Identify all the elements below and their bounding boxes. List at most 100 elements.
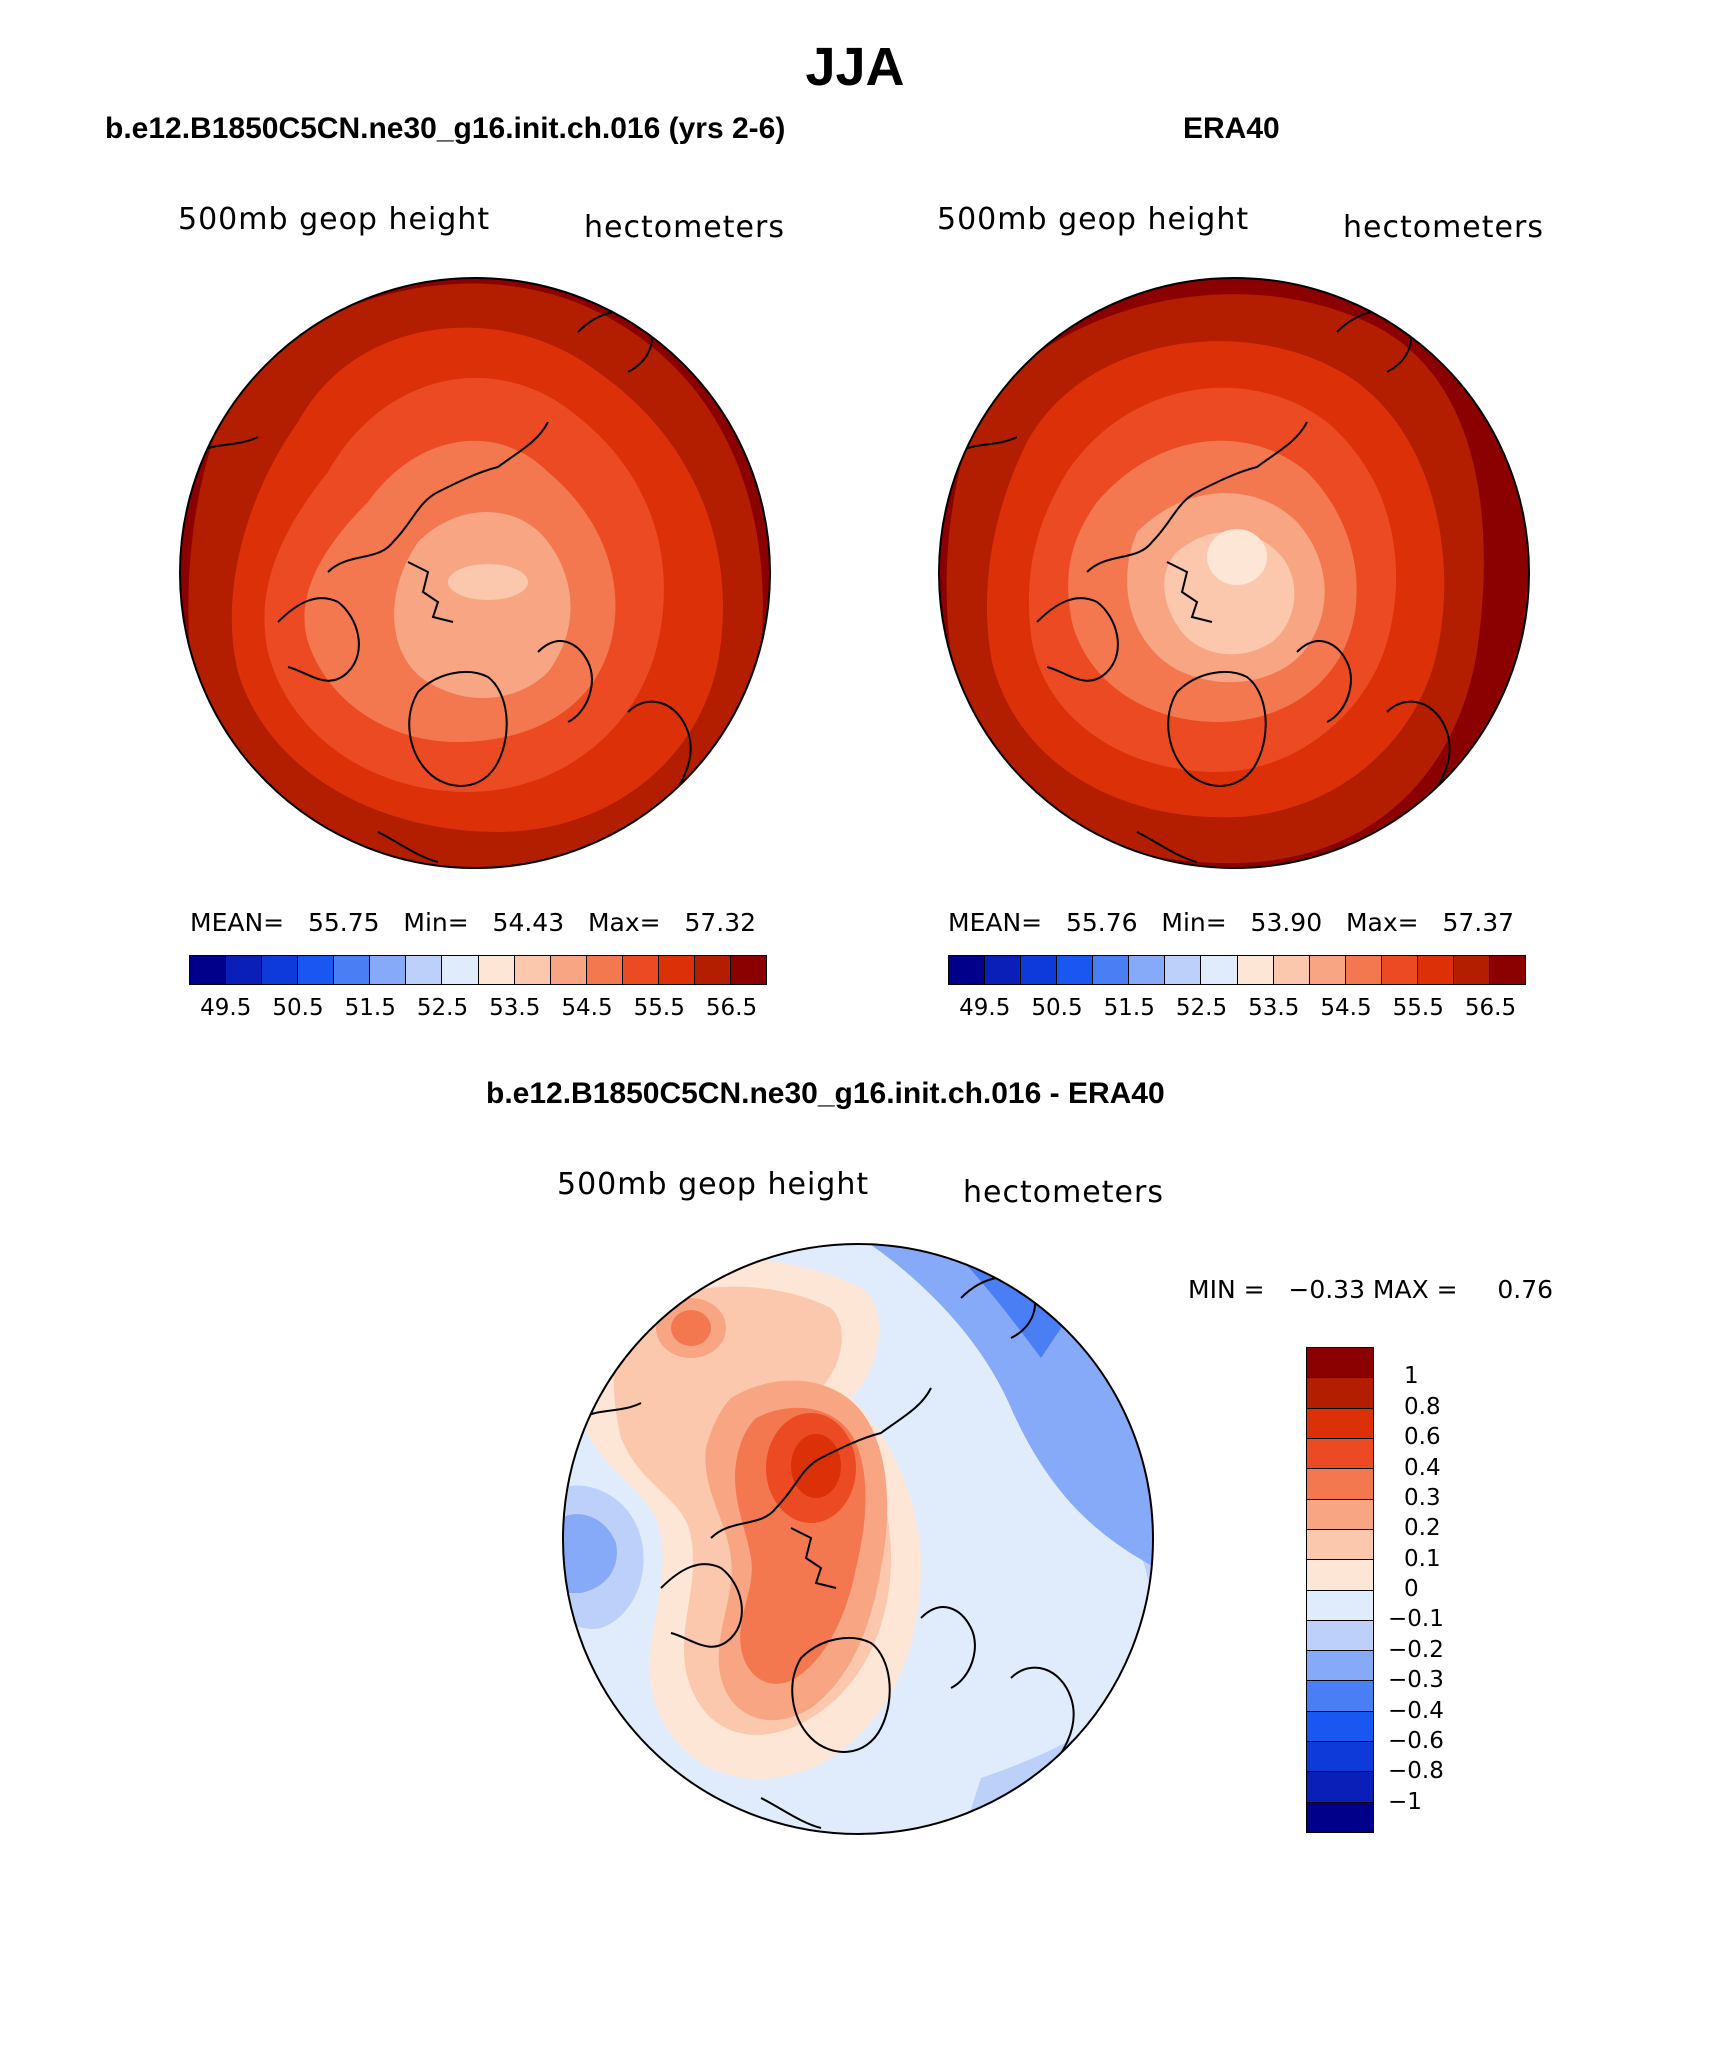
- colorbar-swatch: [1093, 956, 1130, 984]
- colorbar-swatch: [1307, 1681, 1373, 1712]
- colorbar-tick-label: −0.2: [1388, 1636, 1444, 1663]
- colorbar-swatch: [1307, 1711, 1373, 1743]
- colorbar-swatch: [478, 956, 515, 984]
- panel-2-stats: MEAN= 55.76 Min= 53.90 Max= 57.37: [948, 908, 1514, 937]
- colorbar-swatch: [1307, 1802, 1373, 1832]
- colorbar-tick-label: −0.3: [1388, 1667, 1444, 1694]
- panel-1-variable-label: 500mb geop height: [178, 202, 491, 237]
- panel-1-polar-map: [179, 277, 771, 869]
- colorbar-swatch: [1307, 1742, 1373, 1773]
- colorbar-swatch: [985, 956, 1022, 984]
- panel-2-max-label: Max=: [1345, 908, 1419, 937]
- colorbar-tick-label: 0.8: [1404, 1393, 1441, 1420]
- colorbar-swatch: [586, 956, 623, 984]
- panel-2-variable-label: 500mb geop height: [937, 202, 1250, 237]
- colorbar-tick-label: 0.1: [1404, 1545, 1441, 1572]
- colorbar-swatch: [1307, 1529, 1373, 1561]
- colorbar-swatch: [1129, 956, 1166, 984]
- colorbar-tick-label: 54.5: [1320, 995, 1372, 1021]
- figure-title: JJA: [805, 37, 905, 97]
- colorbar-tick-label: 52.5: [416, 995, 469, 1021]
- colorbar-swatch: [1453, 956, 1490, 984]
- diff-panel-variable-label: 500mb geop height: [557, 1167, 870, 1202]
- diff-colorbar: [1306, 1347, 1374, 1833]
- colorbar-tick-label: 49.5: [200, 995, 252, 1021]
- colorbar-swatch: [226, 956, 263, 984]
- panel-2-max-value: 57.37: [1442, 908, 1515, 937]
- panel-1-units-label: hectometers: [584, 210, 785, 245]
- diff-panel-title: b.e12.B1850C5CN.ne30_g16.init.ch.016 - E…: [486, 1077, 1165, 1110]
- colorbar-tick-label: −1: [1388, 1788, 1422, 1815]
- colorbar-swatch: [1307, 1620, 1373, 1652]
- colorbar-tick-label: 56.5: [1464, 995, 1517, 1021]
- colorbar-swatch: [298, 956, 335, 984]
- colorbar-tick-label: 0.6: [1404, 1424, 1441, 1451]
- colorbar-tick-label: 51.5: [344, 995, 396, 1021]
- colorbar-swatch: [949, 956, 986, 984]
- panel-1-mean-label: MEAN=: [190, 908, 285, 937]
- diff-colorbar-ticks: 1 0.8 0.6 0.4 0.3 0.2 0.1 0 −0.1 −0.2 −0.3 −0.4 −0.6…: [1388, 1347, 1508, 1833]
- panel-2-title: ERA40: [1183, 112, 1280, 145]
- diff-panel-minmax: MIN = −0.33 MAX = 0.76: [1188, 1275, 1554, 1304]
- colorbar-tick-label: −0.8: [1388, 1758, 1444, 1785]
- colorbar-swatch: [1307, 1408, 1373, 1439]
- colorbar-swatch: [658, 956, 695, 984]
- colorbar-tick-label: −0.4: [1388, 1697, 1444, 1724]
- colorbar-swatch: [694, 956, 731, 984]
- panel-2-mean-label: MEAN=: [948, 908, 1043, 937]
- diff-panel-polar-map: [562, 1243, 1154, 1835]
- colorbar-swatch: [1381, 956, 1418, 984]
- colorbar-swatch: [1307, 1590, 1373, 1621]
- colorbar-swatch: [370, 956, 407, 984]
- panel-2-min-label: Min=: [1161, 908, 1227, 937]
- colorbar-swatch: [622, 956, 659, 984]
- colorbar-tick-label: −0.1: [1388, 1606, 1444, 1633]
- colorbar-swatch: [1309, 956, 1346, 984]
- colorbar-tick-label: 53.5: [1248, 995, 1300, 1021]
- panel-1-max-label: Max=: [587, 908, 661, 937]
- colorbar-swatch: [1307, 1651, 1373, 1682]
- colorbar-tick-label: 55.5: [633, 995, 685, 1021]
- colorbar-tick-label: 54.5: [561, 995, 613, 1021]
- colorbar-tick-label: 0.3: [1404, 1484, 1441, 1511]
- colorbar-tick-label: 55.5: [1392, 995, 1444, 1021]
- colorbar-swatch: [406, 956, 443, 984]
- panel-1-colorbar-ticks: 49.5 50.5 51.5 52.5 53.5 54.5 55.5 56.5: [189, 995, 767, 1025]
- panel-1-title: b.e12.B1850C5CN.ne30_g16.init.ch.016 (yr…: [105, 112, 786, 145]
- panel-2-colorbar: [948, 955, 1526, 985]
- panel-1-stats: MEAN= 55.75 Min= 54.43 Max= 57.32: [190, 908, 756, 937]
- colorbar-swatch: [1307, 1438, 1373, 1470]
- colorbar-swatch: [1237, 956, 1274, 984]
- colorbar-swatch: [262, 956, 299, 984]
- colorbar-swatch: [1417, 956, 1454, 984]
- panel-1-mean-value: 55.75: [307, 908, 380, 937]
- colorbar-swatch: [1307, 1469, 1373, 1500]
- panel-1-colorbar: [189, 955, 767, 985]
- colorbar-swatch: [1307, 1378, 1373, 1409]
- panel-2-colorbar-ticks: 49.5 50.5 51.5 52.5 53.5 54.5 55.5 56.5: [948, 995, 1526, 1025]
- colorbar-tick-label: 53.5: [489, 995, 541, 1021]
- colorbar-tick-label: 0.4: [1404, 1454, 1441, 1481]
- colorbar-tick-label: 1: [1404, 1363, 1419, 1390]
- colorbar-tick-label: 49.5: [959, 995, 1011, 1021]
- panel-2-units-label: hectometers: [1343, 210, 1544, 245]
- colorbar-tick-label: 56.5: [705, 995, 758, 1021]
- colorbar-tick-label: 50.5: [1031, 995, 1083, 1021]
- colorbar-swatch: [442, 956, 479, 984]
- colorbar-swatch: [1273, 956, 1310, 984]
- colorbar-swatch: [334, 956, 371, 984]
- colorbar-swatch: [1307, 1560, 1373, 1591]
- colorbar-tick-label: 52.5: [1175, 995, 1228, 1021]
- colorbar-swatch: [1165, 956, 1202, 984]
- panel-2-polar-map: [938, 277, 1530, 869]
- colorbar-tick-label: −0.6: [1388, 1727, 1444, 1754]
- colorbar-swatch: [1307, 1348, 1373, 1379]
- panel-1-min-value: 54.43: [492, 908, 565, 937]
- colorbar-tick-label: 0: [1404, 1576, 1419, 1602]
- colorbar-swatch: [1057, 956, 1094, 984]
- panel-1-min-label: Min=: [403, 908, 469, 937]
- colorbar-tick-label: 0.2: [1404, 1515, 1441, 1542]
- panel-1-max-value: 57.32: [684, 908, 757, 937]
- diff-panel-units-label: hectometers: [963, 1175, 1164, 1210]
- colorbar-swatch: [1201, 956, 1238, 984]
